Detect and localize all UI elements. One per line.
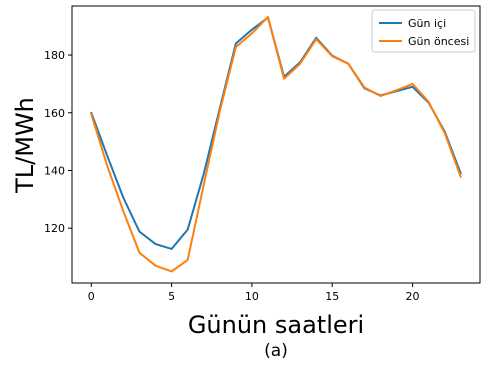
y-axis: 120 140 160 180 <box>44 49 72 235</box>
x-tick-label: 0 <box>88 290 95 303</box>
plot-frame <box>71 5 481 284</box>
y-tick-label: 140 <box>44 164 65 177</box>
plot-area: 0 5 10 15 20 120 140 160 180 <box>44 5 481 303</box>
y-tick-label: 180 <box>44 49 65 62</box>
x-tick-label: 10 <box>245 290 259 303</box>
chart-caption: (a) <box>264 341 288 361</box>
y-tick-label: 120 <box>44 222 65 235</box>
series-line-1 <box>90 15 462 273</box>
series-layer <box>90 15 462 273</box>
x-tick-label: 15 <box>325 290 339 303</box>
legend-label-gun-ici: Gün içi <box>408 17 446 30</box>
x-tick-label: 5 <box>168 290 175 303</box>
x-axis-title: Günün saatleri <box>188 311 364 339</box>
x-tick-label: 20 <box>406 290 420 303</box>
legend: Gün içi Gün öncesi <box>371 9 476 53</box>
y-tick-label: 160 <box>44 107 65 120</box>
legend-label-gun-oncesi: Gün öncesi <box>408 35 469 48</box>
x-axis: 0 5 10 15 20 <box>88 283 420 303</box>
y-axis-title: TL/MWh <box>11 97 39 194</box>
